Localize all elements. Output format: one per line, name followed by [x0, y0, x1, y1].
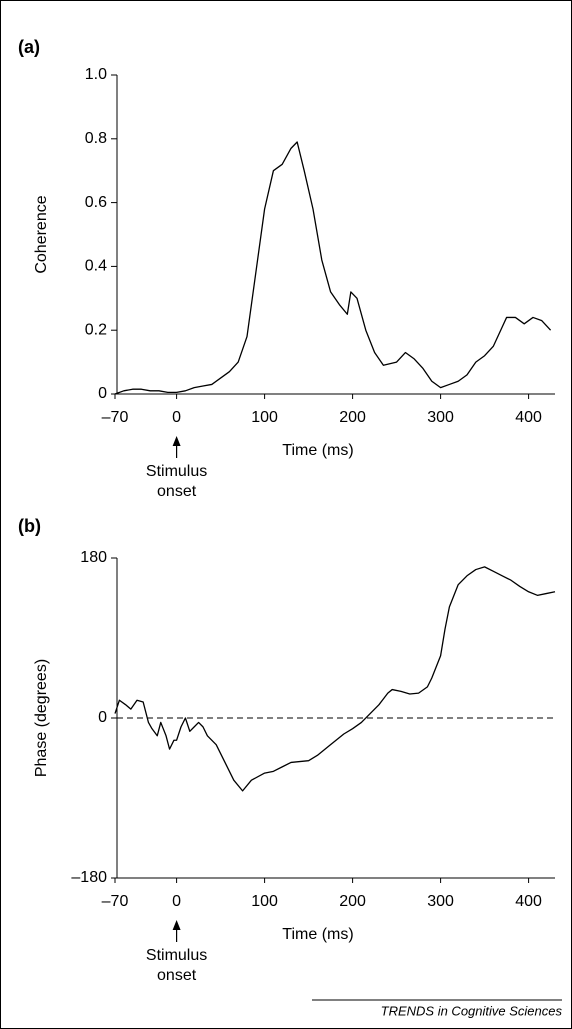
- annotation-text: Stimulus: [146, 463, 207, 480]
- x-tick-label: 100: [251, 893, 278, 910]
- y-tick-label: 0.8: [85, 130, 107, 147]
- y-tick-label: 1.0: [85, 66, 107, 83]
- annotation-text: onset: [157, 483, 197, 500]
- x-tick-label: 400: [515, 893, 542, 910]
- x-tick-label: –70: [102, 893, 129, 910]
- y-tick-label: 0.4: [85, 258, 107, 275]
- panel-label: (b): [18, 516, 41, 536]
- data-line: [114, 566, 556, 792]
- y-axis-label: Coherence: [33, 195, 50, 273]
- x-tick-label: 300: [427, 893, 454, 910]
- x-tick-label: 0: [172, 893, 181, 910]
- x-tick-label: 0: [172, 409, 181, 426]
- y-tick-label: 180: [80, 549, 107, 566]
- x-tick-label: 100: [251, 409, 278, 426]
- annotation-text: onset: [157, 967, 197, 984]
- x-tick-label: 400: [515, 409, 542, 426]
- annotation-arrowhead: [172, 920, 181, 930]
- y-tick-label: 0: [98, 385, 107, 402]
- x-tick-label: 200: [339, 409, 366, 426]
- x-tick-label: –70: [102, 409, 129, 426]
- y-tick-label: 0: [98, 709, 107, 726]
- x-axis-label: Time (ms): [282, 926, 353, 943]
- footer: TRENDS in Cognitive Sciences: [381, 1003, 563, 1018]
- y-tick-label: 0.6: [85, 194, 107, 211]
- y-tick-label: –180: [71, 869, 107, 886]
- annotation-text: Stimulus: [146, 947, 207, 964]
- x-tick-label: 200: [339, 893, 366, 910]
- panel-label: (a): [18, 37, 40, 57]
- data-line: [114, 141, 552, 395]
- y-tick-label: 0.2: [85, 321, 107, 338]
- annotation-arrowhead: [172, 436, 181, 446]
- x-tick-label: 300: [427, 409, 454, 426]
- x-axis-label: Time (ms): [282, 442, 353, 459]
- y-axis-label: Phase (degrees): [33, 659, 50, 777]
